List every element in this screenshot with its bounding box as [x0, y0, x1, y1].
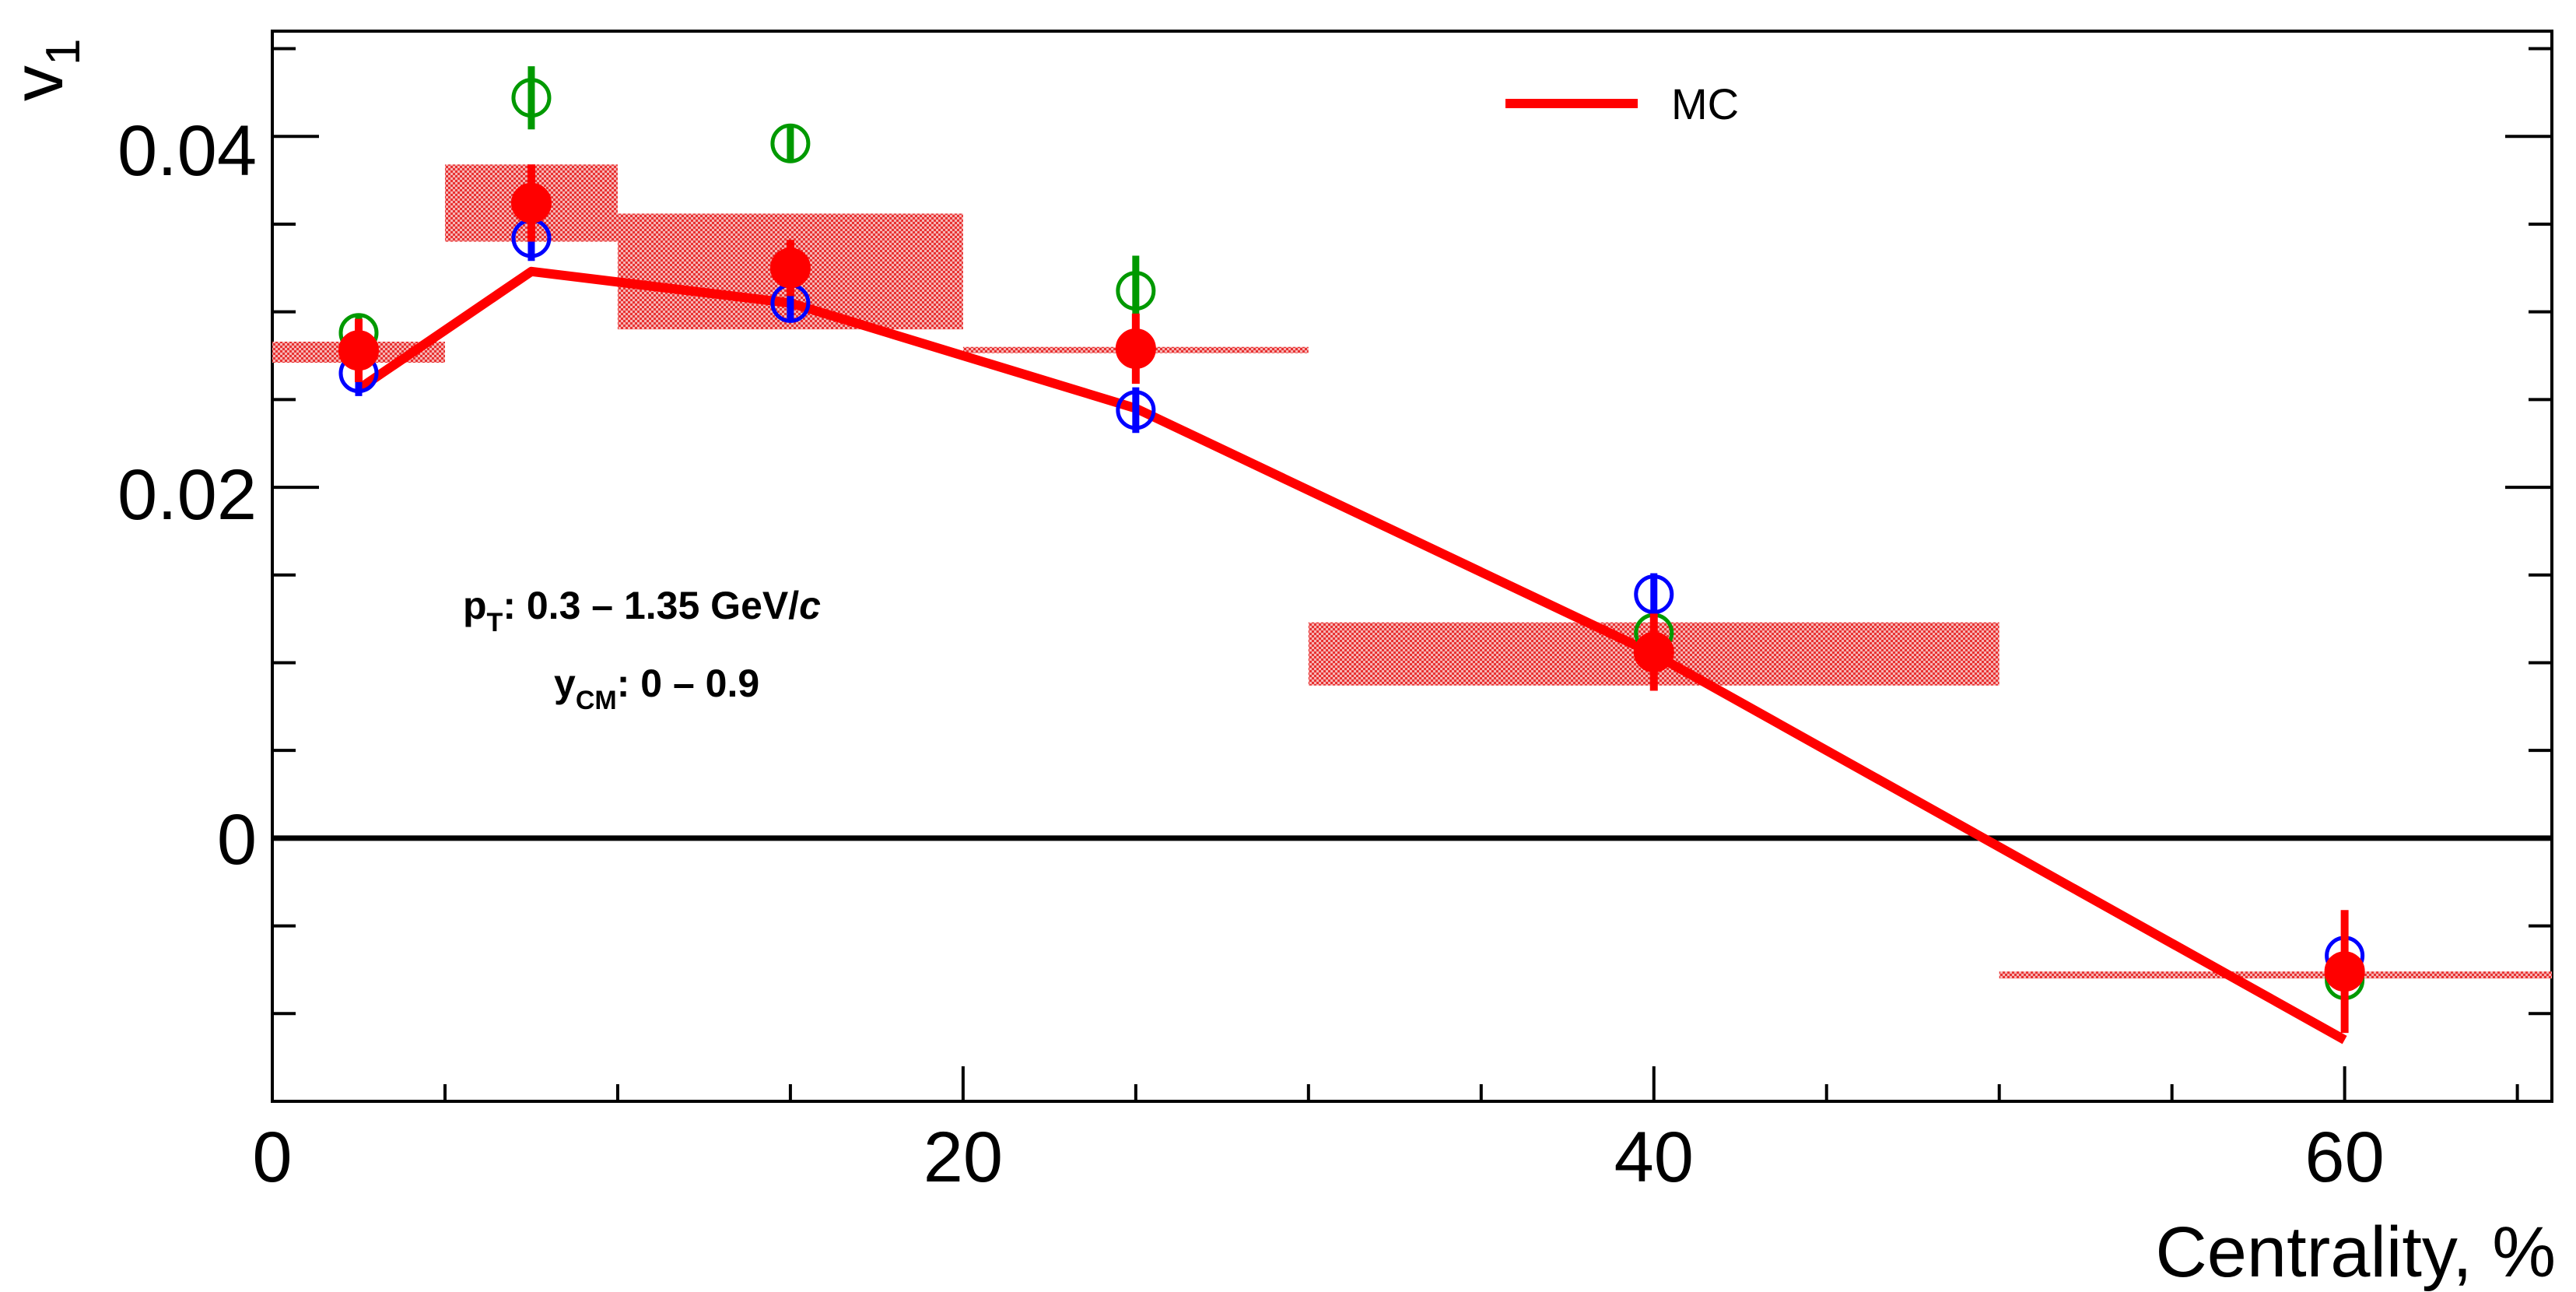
data-point-filled: [1633, 631, 1674, 672]
data-point-open: [511, 78, 552, 118]
x-axis-title: Centrality, %: [2155, 1213, 2556, 1292]
y-axis-title: v1: [0, 39, 90, 101]
data-points: [338, 66, 2365, 1034]
axis-ticks: [271, 47, 2552, 1103]
data-point-filled: [769, 248, 811, 289]
data-point-filled: [510, 182, 552, 223]
plot-frame: [271, 30, 2553, 1103]
y-tick-label: 0.04: [117, 111, 257, 191]
x-tick-label: 20: [924, 1118, 1003, 1197]
svg-text:v1: v1: [0, 39, 90, 101]
data-point-open: [770, 123, 811, 163]
y-tick-label: 0.02: [117, 455, 257, 535]
systematic-band: [1999, 971, 2552, 979]
y-axis-title-main: v: [0, 65, 78, 101]
systematic-bands: [272, 164, 2552, 979]
data-point-filled: [338, 330, 379, 371]
data-point-open: [1116, 271, 1156, 311]
y-tick-label: 0: [217, 800, 257, 879]
x-tick-label: 40: [1614, 1118, 1694, 1197]
x-tick-label: 60: [2304, 1118, 2384, 1197]
data-point-filled: [1115, 328, 1156, 369]
data-point-filled: [2324, 951, 2365, 992]
annotation-pt: pT: 0.3 – 1.35 GeV/c: [463, 584, 821, 637]
data-point-open: [1116, 390, 1156, 430]
annotation-ycm: yCM: 0 – 0.9: [554, 662, 759, 715]
data-point-open: [1634, 574, 1674, 615]
legend-label: MC: [1671, 79, 1739, 128]
mc-curve: [356, 266, 2347, 1044]
x-tick-label: 0: [252, 1118, 292, 1197]
y-axis-title-sub: 1: [37, 39, 90, 65]
